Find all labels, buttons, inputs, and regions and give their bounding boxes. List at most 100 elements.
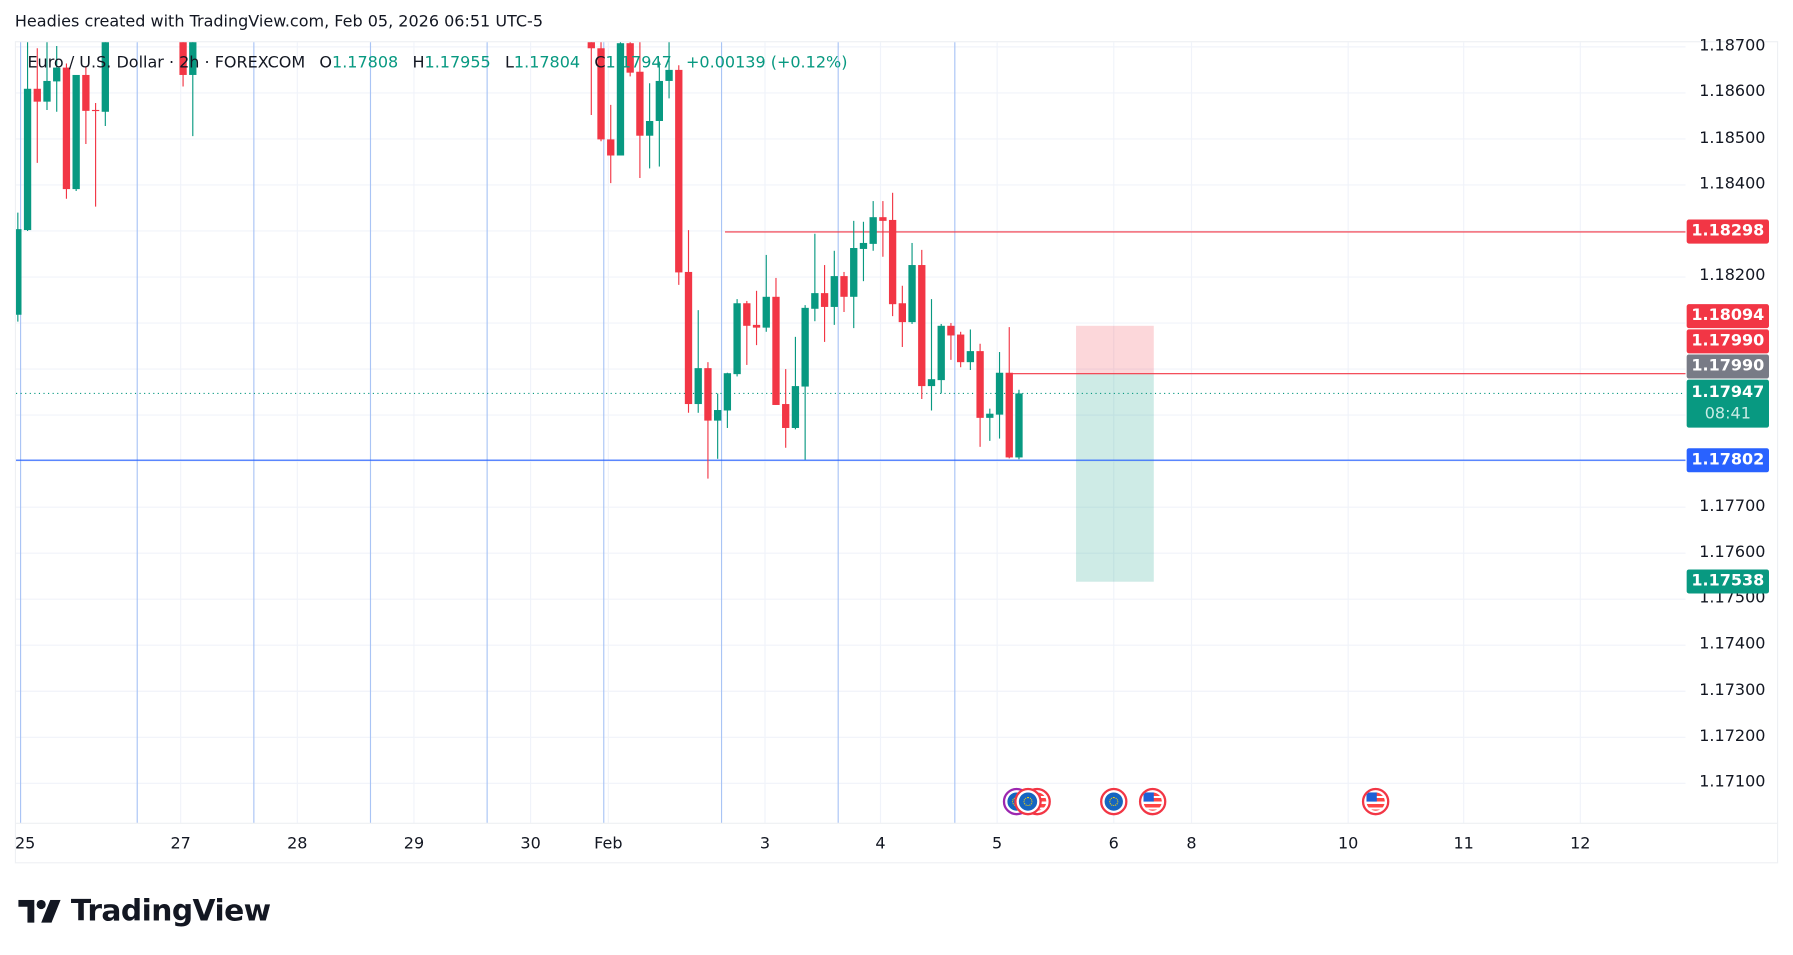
candle	[879, 201, 887, 257]
candle	[743, 300, 751, 365]
chart-frame	[14, 41, 1779, 864]
time-tick: 30	[520, 834, 541, 854]
time-tick: 10	[1337, 834, 1359, 854]
candle-body	[645, 120, 654, 136]
time-tick: 6	[1108, 834, 1119, 854]
candle	[626, 42, 634, 77]
candle-body	[616, 43, 625, 156]
candle-body	[898, 303, 906, 323]
price-tick: 1.18500	[1699, 128, 1766, 147]
candle	[675, 65, 683, 285]
candle-body	[820, 293, 829, 307]
candle-body	[801, 307, 809, 387]
candle	[976, 343, 984, 447]
candle	[597, 42, 605, 142]
candle	[101, 42, 109, 127]
candle	[684, 230, 693, 413]
candle-body	[82, 74, 90, 111]
eu-flag-icon	[1104, 792, 1123, 811]
symbol-name[interactable]: Euro / U.S. Dollar · 2h · FOREXCOM	[27, 53, 306, 73]
candles	[16, 42, 1023, 479]
time-tick: 5	[992, 834, 1003, 854]
time-tick: Feb	[594, 834, 623, 854]
tradingview-logo[interactable]: TradingView	[18, 894, 271, 929]
candle-body	[976, 351, 984, 418]
candle-body	[966, 351, 975, 363]
candle-body	[850, 248, 858, 297]
candle-body	[995, 372, 1004, 415]
candle	[762, 254, 770, 332]
candle-body	[587, 42, 595, 49]
logo-text: TradingView	[70, 894, 271, 929]
price-label-blue-line: 1.17802	[1686, 448, 1769, 473]
short-position-tool	[1076, 325, 1154, 582]
candle	[869, 201, 877, 251]
open-value: 1.17808	[332, 53, 399, 73]
candle	[72, 74, 80, 191]
candle	[189, 42, 197, 137]
candle	[966, 329, 975, 370]
open-label: O	[319, 53, 333, 73]
candle	[733, 299, 741, 377]
time-tick: 28	[287, 834, 308, 854]
candle	[859, 221, 868, 282]
candle-body	[986, 413, 994, 418]
candle-body	[53, 67, 61, 82]
candle-body	[23, 88, 32, 231]
candle-body	[675, 69, 683, 273]
candle	[791, 336, 800, 430]
session-lines	[20, 42, 956, 824]
price-tick: 1.17100	[1699, 773, 1766, 792]
candle-body	[665, 69, 673, 81]
candle-body	[947, 325, 955, 336]
candle-body	[72, 74, 80, 190]
event-marker-2[interactable]	[1014, 787, 1042, 816]
candle	[908, 242, 916, 324]
candle	[16, 212, 22, 322]
price-label-stop: 1.18094	[1686, 304, 1769, 329]
candle-body	[762, 296, 770, 328]
price-label-red-line: 1.18298	[1686, 219, 1769, 244]
candle	[53, 45, 61, 112]
horizontal-levels	[16, 231, 1686, 461]
event-marker-6[interactable]	[1361, 787, 1390, 816]
time-tick: 8	[1186, 834, 1197, 854]
candle-body	[33, 88, 41, 102]
price-tick: 1.18700	[1699, 36, 1766, 55]
candle	[587, 42, 595, 116]
change-value: +0.00139 (+0.12%)	[686, 53, 848, 73]
candle	[820, 265, 829, 342]
candle-body	[782, 404, 790, 428]
price-tick: 1.18400	[1699, 174, 1766, 193]
price-tick: 1.17600	[1699, 542, 1766, 562]
candle	[655, 61, 664, 167]
candle	[898, 285, 906, 347]
candle	[956, 331, 965, 368]
bar-countdown: 08:41	[1704, 404, 1751, 424]
candle-body	[684, 271, 693, 405]
candle-body	[811, 293, 819, 309]
candle-body	[752, 324, 761, 328]
candle	[665, 42, 673, 99]
candle	[1015, 389, 1023, 460]
price-tick: 1.18600	[1699, 82, 1766, 101]
high-value: 1.17955	[424, 53, 491, 73]
us-flag-icon	[1143, 792, 1162, 811]
candle-body	[743, 303, 751, 326]
candle-body	[908, 265, 916, 323]
candle-body	[791, 386, 800, 428]
event-marker-5[interactable]	[1138, 787, 1167, 816]
candle	[179, 42, 187, 87]
target-zone	[1076, 373, 1154, 582]
time-tick: 11	[1453, 834, 1474, 854]
candle-body	[918, 265, 926, 387]
price-tick: 1.17300	[1699, 680, 1766, 700]
time-tick: 25	[14, 834, 36, 854]
candle-body	[1005, 372, 1013, 458]
event-marker-4[interactable]	[1100, 787, 1128, 816]
candle	[636, 42, 644, 179]
candle	[62, 63, 71, 199]
candle-body	[840, 276, 848, 297]
